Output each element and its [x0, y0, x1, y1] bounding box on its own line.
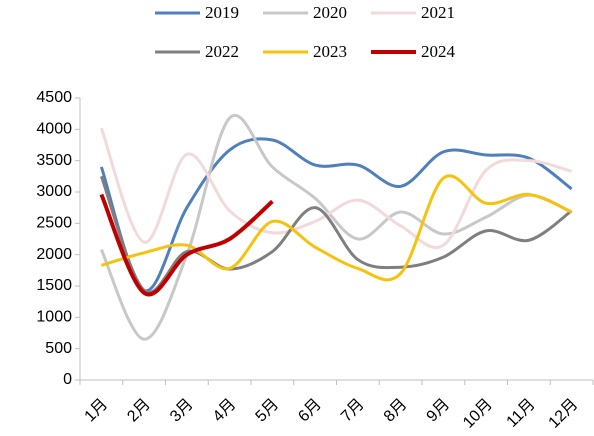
x-tick-label: 11月 [504, 396, 539, 431]
y-tick-label: 1000 [36, 309, 72, 326]
legend-label: 2024 [421, 42, 456, 61]
legend-label: 2019 [205, 3, 239, 22]
y-tick-label: 500 [45, 340, 72, 357]
x-tick-label: 1月 [82, 396, 112, 426]
y-tick-label: 3000 [36, 183, 72, 200]
legend-label: 2022 [205, 42, 239, 61]
y-tick-label: 4000 [36, 121, 72, 138]
y-tick-label: 2000 [36, 246, 72, 263]
x-tick-label: 5月 [253, 396, 283, 426]
line [100, 114, 573, 341]
x-tick-label: 12月 [546, 396, 582, 432]
legend-label: 2020 [313, 3, 347, 22]
x-tick-label: 2月 [124, 396, 154, 426]
x-tick-label: 10月 [460, 396, 496, 432]
y-tick-label: 0 [63, 371, 72, 388]
line [100, 174, 573, 282]
x-tick-label: 3月 [167, 396, 197, 426]
x-tick-label: 6月 [295, 396, 325, 426]
legend-label: 2023 [313, 42, 347, 61]
y-tick-label: 1500 [36, 277, 72, 294]
x-tick-label: 7月 [338, 396, 368, 426]
line [99, 175, 573, 294]
legend-label: 2021 [421, 3, 455, 22]
y-tick-label: 3500 [36, 152, 72, 169]
y-tick-label: 4500 [36, 89, 72, 106]
line [99, 137, 573, 293]
y-tick-label: 2500 [36, 215, 72, 232]
line [99, 193, 274, 297]
x-tick-label: 8月 [381, 396, 411, 426]
x-tick-label: 4月 [210, 396, 240, 426]
line [99, 127, 573, 249]
x-tick-label: 9月 [424, 396, 454, 426]
